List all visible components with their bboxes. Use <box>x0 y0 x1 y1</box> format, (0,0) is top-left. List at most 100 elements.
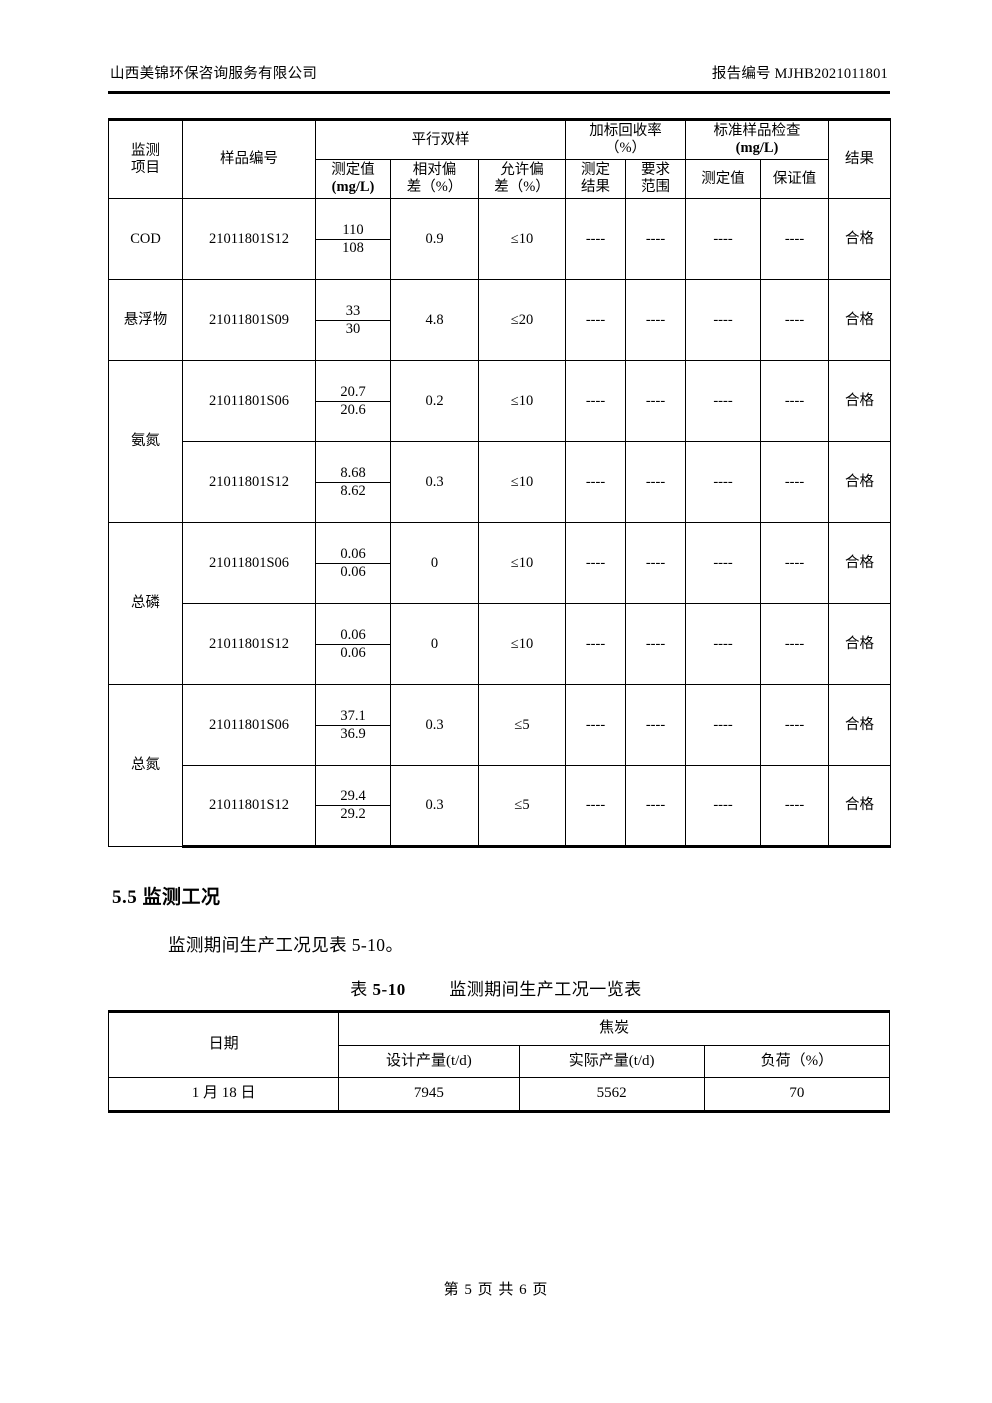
cell-spike-required-range: ---- <box>625 279 687 362</box>
cell-spike-measured-result: ---- <box>565 198 627 281</box>
cell-std-guaranteed-value: ---- <box>760 279 830 362</box>
header-relative-deviation: 相对偏 差（%） <box>390 159 479 200</box>
cell-std-measured-value: ---- <box>685 441 762 524</box>
document-header: 山西美锦环保咨询服务有限公司 报告编号 MJHB2021011801 <box>110 62 888 83</box>
header-spike-recovery-line2: （%） <box>604 140 647 157</box>
cond-header-product-group: 焦炭 <box>338 1010 890 1046</box>
cell-spike-measured-result: ---- <box>565 603 627 686</box>
table-header-row-2: 测定值 (mg/L) 相对偏 差（%） 允许偏 差（%） 测定 结果 要求 <box>109 159 891 200</box>
header-monitor-item: 监测 项目 <box>108 117 183 200</box>
cell-sample-no: 21011801S12 <box>182 765 316 849</box>
header-spike-required-range: 要求 范围 <box>625 159 687 200</box>
cell-load: 70 <box>703 1077 891 1114</box>
cell-std-guaranteed-value: ---- <box>760 198 830 281</box>
cell-measured-value-a: 33 <box>316 303 390 321</box>
page-footer: 第 5 页 共 6 页 <box>443 1282 549 1298</box>
cell-sample-no: 21011801S12 <box>182 441 316 524</box>
cell-measured-values: 20.7 20.6 <box>315 360 391 443</box>
cond-header-design-output: 设计产量(t/d) <box>338 1044 520 1079</box>
cell-monitor-item: 氨氮 <box>108 360 183 524</box>
header-allowed-deviation-line1: 允许偏 <box>500 162 544 179</box>
header-spike-recovery-line1: 加标回收率 <box>589 123 662 139</box>
cell-allowed-deviation: ≤10 <box>477 360 567 443</box>
cell-relative-deviation: 0.2 <box>390 360 479 443</box>
cell-measured-value-a: 8.68 <box>316 465 390 483</box>
production-condition-table-body: 1 月 18 日 7945 5562 70 <box>107 1077 891 1114</box>
caption-number: 5-10 <box>372 980 406 999</box>
header-std-measured-value: 测定值 <box>685 159 762 200</box>
cond-header-row-1: 日期 焦炭 <box>107 1009 890 1079</box>
cond-header-row-2: 设计产量(t/d) 实际产量(t/d) 负荷（%） <box>109 1044 891 1079</box>
cell-spike-measured-result: ---- <box>565 684 627 767</box>
cell-relative-deviation: 4.8 <box>390 279 479 362</box>
cell-result: 合格 <box>828 279 892 362</box>
cell-measured-values: 8.68 8.62 <box>315 441 391 524</box>
cell-std-measured-value: ---- <box>685 198 762 281</box>
cell-result: 合格 <box>828 522 892 605</box>
cell-std-measured-value: ---- <box>685 684 762 767</box>
header-result: 结果 <box>828 117 892 200</box>
cell-sample-no: 21011801S06 <box>182 522 316 605</box>
header-relative-deviation-line2: 差（%） <box>406 179 463 196</box>
cell-measured-value-a: 110 <box>316 222 390 240</box>
cell-measured-value-a: 0.06 <box>316 546 390 564</box>
header-spike-measured-result-line1: 测定 <box>581 162 611 179</box>
cell-measured-value-b: 36.9 <box>340 725 366 742</box>
cell-date: 1 月 18 日 <box>107 1077 340 1114</box>
table-row: 悬浮物 21011801S09 33 30 4.8 ≤20 ---- ---- ---- ----… <box>108 279 892 362</box>
header-standard-check-line1: 标准样品检查 <box>713 123 801 139</box>
cond-header-design-output-text: 设计产量(t/d) <box>385 1052 472 1069</box>
cell-monitor-item: 总磷 <box>108 522 183 686</box>
cell-sample-no: 21011801S12 <box>182 603 316 686</box>
header-sample-no: 样品编号 <box>182 117 316 200</box>
section-heading-number: 5.5 <box>112 887 138 908</box>
cell-measured-value-a: 0.06 <box>316 627 390 645</box>
cell-std-measured-value: ---- <box>685 765 762 849</box>
cell-relative-deviation: 0.9 <box>390 198 479 281</box>
header-spike-recovery-group: 加标回收率 （%） <box>565 117 687 161</box>
cell-std-guaranteed-value: ---- <box>760 441 830 524</box>
cell-measured-values: 110 108 <box>315 198 391 281</box>
cell-measured-values: 0.06 0.06 <box>315 522 391 605</box>
cell-sample-no: 21011801S06 <box>182 360 316 443</box>
cell-measured-values: 0.06 0.06 <box>315 603 391 686</box>
cell-std-guaranteed-value: ---- <box>760 522 830 605</box>
cell-measured-values: 33 30 <box>315 279 391 362</box>
table-row: COD 21011801S12 110 108 0.9 ≤10 ---- ---- ---- --… <box>108 198 892 281</box>
header-measured-value-line1: 测定值 <box>331 162 375 179</box>
production-condition-table: 日期 焦炭 设计产量(t/d) 实际产量(t/d) 负荷（%） 1 月 18 日… <box>107 1009 891 1114</box>
header-relative-deviation-line1: 相对偏 <box>412 162 457 179</box>
cell-sample-no: 21011801S09 <box>182 279 316 362</box>
cell-monitor-item: 悬浮物 <box>108 279 183 362</box>
cell-result: 合格 <box>828 765 892 849</box>
cell-measured-values: 29.4 29.2 <box>315 765 391 849</box>
cell-spike-required-range: ---- <box>625 603 687 686</box>
cell-monitor-item: COD <box>108 198 183 281</box>
cell-relative-deviation: 0.3 <box>390 441 479 524</box>
cell-allowed-deviation: ≤5 <box>477 765 567 849</box>
cond-table-row: 1 月 18 日 7945 5562 70 <box>107 1077 891 1114</box>
cell-std-guaranteed-value: ---- <box>760 360 830 443</box>
cell-spike-measured-result: ---- <box>565 279 627 362</box>
cell-spike-required-range: ---- <box>625 522 687 605</box>
header-measured-value-line2: (mg/L) <box>331 179 375 196</box>
cell-allowed-deviation: ≤10 <box>477 522 567 605</box>
cell-allowed-deviation: ≤20 <box>477 279 567 362</box>
header-parallel-group: 平行双样 <box>314 117 567 161</box>
cell-sample-no: 21011801S06 <box>182 684 316 767</box>
cell-spike-required-range: ---- <box>625 765 687 849</box>
cell-result: 合格 <box>828 603 892 686</box>
cell-allowed-deviation: ≤10 <box>477 198 567 281</box>
cell-design-output: 7945 <box>338 1077 520 1114</box>
header-spike-measured-result: 测定 结果 <box>565 159 627 200</box>
caption-title: 监测期间生产工况一览表 <box>449 980 642 999</box>
report-number: 报告编号 MJHB2021011801 <box>711 66 888 82</box>
header-monitor-item-line1: 监测 <box>131 142 160 159</box>
quality-control-table-body: COD 21011801S12 110 108 0.9 ≤10 ---- ---- ---- --… <box>108 198 892 849</box>
cell-spike-required-range: ---- <box>625 684 687 767</box>
cond-header-load: 负荷（%） <box>703 1044 891 1079</box>
header-measured-value: 测定值 (mg/L) <box>315 159 391 200</box>
cond-header-date: 日期 <box>107 1009 340 1079</box>
header-spike-required-range-line1: 要求 <box>641 162 671 179</box>
